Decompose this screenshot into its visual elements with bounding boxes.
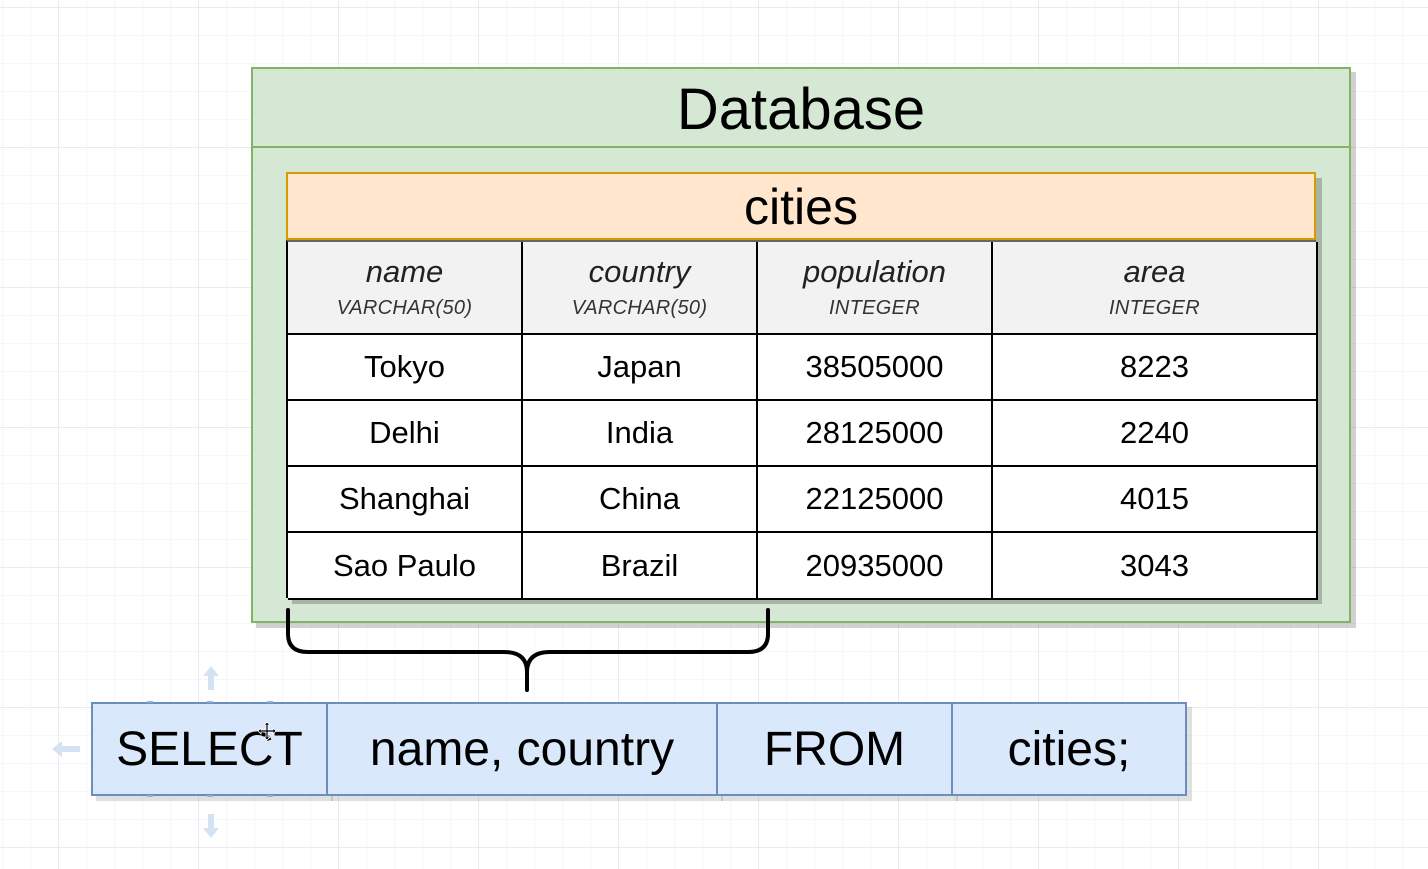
table-cell: Japan [523, 335, 758, 401]
column-type: INTEGER [1109, 297, 1200, 320]
column-list-box[interactable]: name, country [326, 702, 718, 796]
database-title: Database [676, 76, 926, 142]
table-title: cities [744, 179, 858, 235]
cities-table[interactable]: cities name VARCHAR(50) country VARCHAR(… [286, 172, 1318, 600]
database-title-bar: Database [253, 69, 1349, 148]
from-keyword-box[interactable]: FROM [716, 702, 953, 796]
table-cell: 20935000 [758, 533, 993, 600]
sql-query: SELECT name, country FROM cities; [91, 702, 1189, 796]
table-cell: 22125000 [758, 467, 993, 533]
table-cell: 38505000 [758, 335, 993, 401]
select-keyword-box[interactable]: SELECT [91, 702, 328, 796]
column-header-country: country VARCHAR(50) [523, 242, 758, 335]
table-cell: 4015 [993, 467, 1318, 533]
table-cell: 28125000 [758, 401, 993, 467]
curly-brace-icon [286, 608, 770, 692]
column-name: name [365, 253, 444, 289]
arrow-down-icon[interactable] [200, 812, 222, 840]
table-cell: India [523, 401, 758, 467]
column-name: area [1123, 253, 1186, 289]
table-cell: 3043 [993, 533, 1318, 600]
column-header-name: name VARCHAR(50) [288, 242, 523, 335]
column-header-area: area INTEGER [993, 242, 1318, 335]
table-title-bar: cities [286, 172, 1316, 240]
column-type: INTEGER [829, 297, 920, 320]
table-cell: Shanghai [288, 467, 523, 533]
move-cursor-icon [257, 721, 277, 741]
table-cell: 8223 [993, 335, 1318, 401]
table-cell: Sao Paulo [288, 533, 523, 600]
table-name-box[interactable]: cities; [951, 702, 1187, 796]
table-cell: Delhi [288, 401, 523, 467]
arrow-up-icon[interactable] [200, 664, 222, 692]
table-cell: Tokyo [288, 335, 523, 401]
table-cell: Brazil [523, 533, 758, 600]
column-header-population: population INTEGER [758, 242, 993, 335]
column-type: VARCHAR(50) [571, 297, 708, 320]
column-type: VARCHAR(50) [336, 297, 473, 320]
column-name: country [588, 253, 691, 289]
column-name: population [802, 253, 947, 289]
arrow-left-icon[interactable] [50, 738, 82, 760]
table-grid: name VARCHAR(50) country VARCHAR(50) pop… [286, 240, 1318, 600]
table-cell: 2240 [993, 401, 1318, 467]
table-cell: China [523, 467, 758, 533]
